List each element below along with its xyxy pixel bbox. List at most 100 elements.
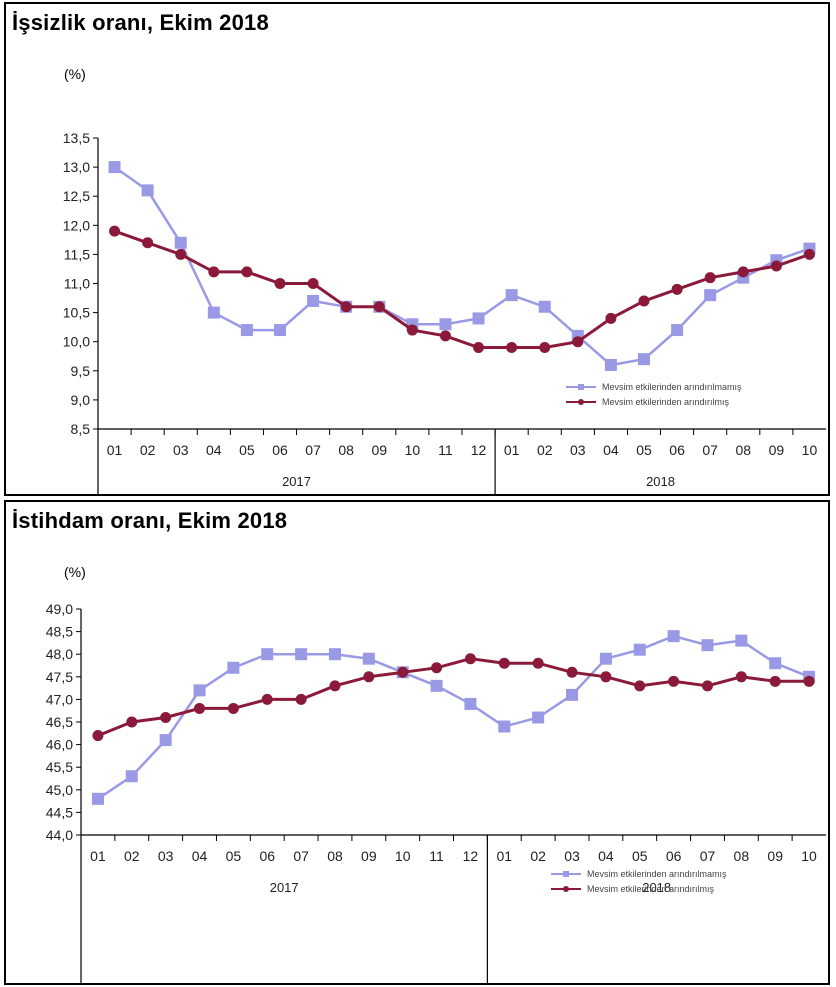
x-tick-label: 08	[338, 442, 354, 458]
data-point-unadjusted	[599, 652, 612, 665]
y-tick-label: 10,0	[63, 334, 90, 350]
data-point-unadjusted	[295, 648, 308, 661]
data-point-adjusted	[532, 657, 544, 669]
data-point-adjusted	[175, 248, 187, 260]
y-tick-label: 13,5	[63, 130, 90, 146]
x-tick-label: 05	[226, 848, 242, 864]
legend-label: Mevsim etkilerinden arındırılmış	[602, 397, 730, 407]
data-point-unadjusted	[159, 734, 172, 747]
data-point-unadjusted	[671, 324, 684, 337]
employment-line-chart: 49,0 48,5 48,0 47,5 47,0 46,5 46,0 45,5 45,0 44,5…	[46, 601, 826, 983]
x-tick-label: 07	[700, 848, 716, 864]
x-tick-label: 06	[272, 442, 288, 458]
x-tick-label: 07	[305, 442, 321, 458]
year-label: 2018	[646, 474, 675, 489]
data-point-adjusted	[769, 675, 781, 687]
data-point-adjusted	[261, 693, 273, 705]
y-tick-label: 45,5	[46, 759, 73, 775]
x-tick-label: 01	[107, 442, 123, 458]
x-tick-label: 05	[632, 848, 648, 864]
legend-label: Mevsim etkilerinden arındırılmamış	[587, 869, 727, 879]
employment-chart-panel: İstihdam oranı, Ekim 2018 (%) 49,0 48,5 48…	[4, 500, 830, 985]
data-point-adjusted	[406, 324, 418, 336]
y-axis-unit-label: (%)	[64, 66, 86, 82]
data-point-unadjusted	[207, 306, 220, 319]
data-point-unadjusted	[566, 688, 579, 701]
data-point-unadjusted	[604, 358, 617, 371]
data-point-unadjusted	[769, 657, 782, 670]
x-tick-label: 08	[734, 848, 750, 864]
y-tick-label: 47,5	[46, 669, 73, 685]
x-tick-label: 01	[497, 848, 513, 864]
data-point-adjusted	[473, 342, 485, 354]
x-tick-label: 09	[371, 442, 387, 458]
data-point-unadjusted	[701, 639, 714, 652]
data-point-adjusted	[340, 301, 352, 313]
year-label: 2018	[642, 880, 671, 895]
data-point-adjusted	[397, 666, 409, 678]
data-point-adjusted	[539, 342, 551, 354]
chart-title: İstihdam oranı, Ekim 2018	[12, 508, 288, 533]
data-point-adjusted	[208, 266, 220, 278]
x-tick-label: 06	[666, 848, 682, 864]
x-tick-label: 04	[603, 442, 619, 458]
data-point-adjusted	[605, 312, 617, 324]
data-point-unadjusted	[307, 294, 320, 307]
data-point-unadjusted	[91, 792, 104, 805]
y-tick-label: 45,0	[46, 782, 73, 798]
data-point-adjusted	[735, 671, 747, 683]
legend-label: Mevsim etkilerinden arındırılmış	[587, 884, 715, 894]
x-tick-label: 06	[259, 848, 275, 864]
x-tick-label: 08	[327, 848, 343, 864]
data-point-adjusted	[431, 662, 443, 674]
data-point-unadjusted	[538, 300, 551, 313]
data-point-unadjusted	[735, 634, 748, 647]
data-point-adjusted	[638, 295, 650, 307]
data-point-adjusted	[439, 330, 451, 342]
x-tick-label: 05	[636, 442, 652, 458]
year-label: 2017	[270, 880, 299, 895]
data-point-unadjusted	[667, 630, 680, 643]
data-point-adjusted	[671, 283, 683, 295]
data-point-adjusted	[704, 272, 716, 284]
data-point-unadjusted	[505, 289, 518, 302]
series-line	[97, 634, 810, 800]
y-tick-label: 44,5	[46, 804, 73, 820]
y-tick-label: 12,5	[63, 188, 90, 204]
data-point-unadjusted	[532, 711, 545, 724]
data-point-adjusted	[194, 702, 206, 714]
y-tick-label: 48,5	[46, 624, 73, 640]
y-tick-label: 9,5	[71, 363, 91, 379]
unemployment-chart-panel: İşsizlik oranı, Ekim 2018 (%) 13,5 13,0 12…	[4, 2, 830, 496]
data-point-adjusted	[142, 237, 154, 249]
series-line	[97, 657, 810, 737]
x-tick-label: 11	[438, 442, 453, 458]
data-point-adjusted	[109, 225, 121, 237]
y-tick-label: 12,0	[63, 217, 90, 233]
legend-swatch-marker	[563, 871, 569, 877]
data-point-unadjusted	[261, 648, 274, 661]
data-point-unadjusted	[464, 697, 477, 710]
legend-label: Mevsim etkilerinden arındırılmamış	[602, 382, 742, 392]
y-tick-label: 8,5	[71, 421, 91, 437]
data-point-adjusted	[464, 653, 476, 665]
y-tick-label: 49,0	[46, 601, 73, 617]
data-point-adjusted	[126, 716, 138, 728]
year-label: 2017	[282, 474, 311, 489]
data-point-adjusted	[506, 342, 518, 354]
x-tick-label: 10	[802, 442, 818, 458]
x-tick-label: 02	[537, 442, 553, 458]
data-point-adjusted	[803, 248, 815, 260]
data-point-unadjusted	[439, 318, 452, 331]
y-tick-label: 46,5	[46, 714, 73, 730]
data-point-adjusted	[329, 680, 341, 692]
x-tick-label: 03	[173, 442, 189, 458]
x-tick-label: 03	[158, 848, 174, 864]
x-tick-label: 02	[140, 442, 156, 458]
data-point-adjusted	[737, 266, 749, 278]
data-point-unadjusted	[498, 720, 511, 733]
x-tick-label: 10	[395, 848, 411, 864]
y-tick-label: 48,0	[46, 646, 73, 662]
data-point-unadjusted	[227, 661, 240, 674]
data-point-unadjusted	[125, 770, 138, 783]
